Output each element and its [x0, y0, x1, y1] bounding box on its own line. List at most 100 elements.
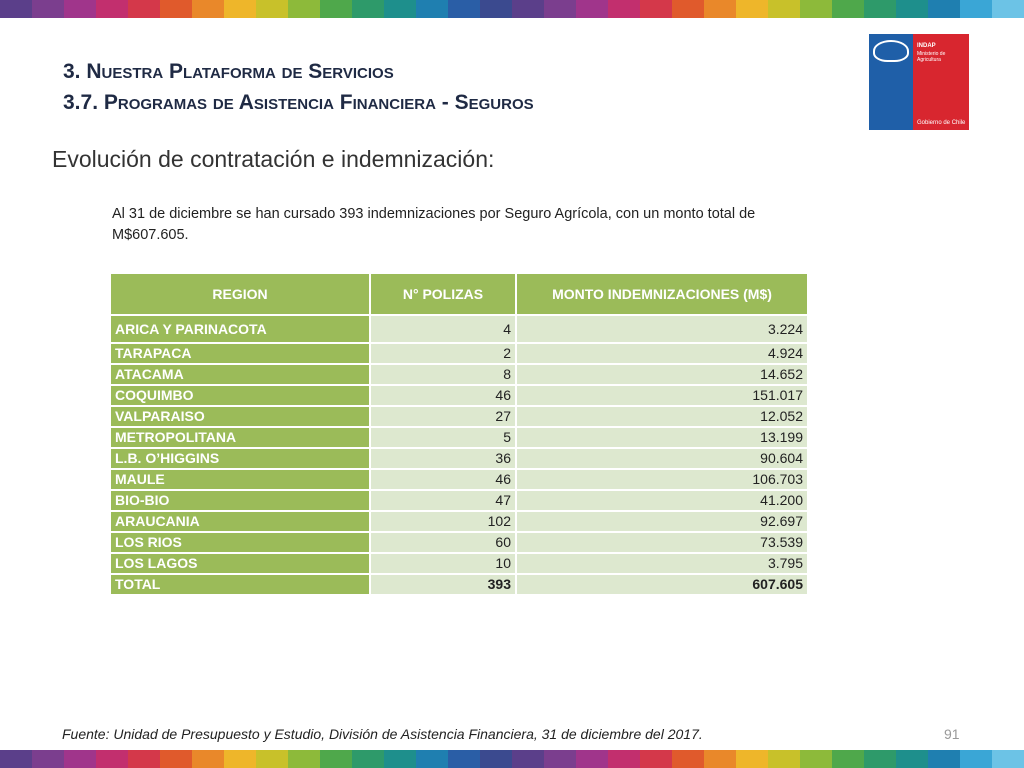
stripe-segment	[576, 750, 608, 768]
stripe-segment	[160, 0, 192, 18]
stripe-segment	[704, 0, 736, 18]
table-row: VALPARAISO 27 12.052	[109, 405, 809, 428]
stripe-segment	[672, 0, 704, 18]
region-cell: TOTAL	[109, 573, 371, 596]
source-note: Fuente: Unidad de Presupuesto y Estudio,…	[62, 726, 703, 742]
region-cell: ATACAMA	[109, 363, 371, 386]
polizas-cell: 46	[369, 468, 517, 491]
logo-blue-panel	[869, 34, 913, 130]
monto-cell: 3.795	[515, 552, 809, 575]
monto-cell: 151.017	[515, 384, 809, 407]
stripe-segment	[320, 0, 352, 18]
stripe-segment	[800, 0, 832, 18]
region-cell: METROPOLITANA	[109, 426, 371, 449]
logo-org-name: INDAP	[917, 43, 936, 49]
bottom-color-stripe	[0, 750, 1024, 768]
polizas-cell: 36	[369, 447, 517, 470]
stripe-segment	[960, 0, 992, 18]
stripe-segment	[896, 750, 928, 768]
intro-text: Al 31 de diciembre se han cursado 393 in…	[112, 206, 756, 243]
stripe-segment	[416, 750, 448, 768]
monto-cell: 3.224	[515, 314, 809, 344]
stripe-segment	[736, 0, 768, 18]
stripe-segment	[288, 750, 320, 768]
stripe-segment	[192, 750, 224, 768]
stripe-segment	[224, 750, 256, 768]
stripe-segment	[608, 0, 640, 18]
stripe-segment	[832, 750, 864, 768]
polizas-cell: 46	[369, 384, 517, 407]
page-number: 91	[944, 726, 960, 742]
region-cell: LOS LAGOS	[109, 552, 371, 575]
table-row: LOS LAGOS 10 3.795	[109, 552, 809, 575]
monto-cell: 73.539	[515, 531, 809, 554]
indap-logo: INDAP Ministerio de Agricultura Gobierno…	[869, 34, 969, 130]
table-body: ARICA Y PARINACOTA 4 3.224 TARAPACA 2 4.924 AT…	[109, 314, 809, 596]
stripe-segment	[32, 750, 64, 768]
stripe-segment	[32, 0, 64, 18]
stripe-segment	[384, 750, 416, 768]
coat-of-arms-icon	[873, 40, 909, 62]
region-cell: VALPARAISO	[109, 405, 371, 428]
stripe-segment	[480, 0, 512, 18]
polizas-cell: 60	[369, 531, 517, 554]
stripe-segment	[352, 750, 384, 768]
stripe-segment	[672, 750, 704, 768]
stripe-segment	[768, 750, 800, 768]
stripe-segment	[448, 0, 480, 18]
polizas-cell: 27	[369, 405, 517, 428]
top-color-stripe	[0, 0, 1024, 18]
stripe-segment	[768, 0, 800, 18]
stripe-segment	[928, 750, 960, 768]
stripe-segment	[128, 0, 160, 18]
region-cell: LOS RIOS	[109, 531, 371, 554]
table-row: ARAUCANIA 102 92.697	[109, 510, 809, 533]
stripe-segment	[64, 750, 96, 768]
stripe-segment	[480, 750, 512, 768]
table-row: LOS RIOS 60 73.539	[109, 531, 809, 554]
slide-title: 3. Nuestra Plataforma de Servicios 3.7. …	[63, 56, 534, 118]
polizas-cell: 102	[369, 510, 517, 533]
stripe-segment	[192, 0, 224, 18]
table-row: L.B. O’HIGGINS 36 90.604	[109, 447, 809, 470]
monto-cell: 14.652	[515, 363, 809, 386]
region-cell: MAULE	[109, 468, 371, 491]
stripe-segment	[224, 0, 256, 18]
stripe-segment	[640, 750, 672, 768]
indemnity-table: REGION N° POLIZAS MONTO INDEMNIZACIONES …	[109, 272, 809, 596]
stripe-segment	[960, 750, 992, 768]
stripe-segment	[320, 750, 352, 768]
table-row: MAULE 46 106.703	[109, 468, 809, 491]
table-row: COQUIMBO 46 151.017	[109, 384, 809, 407]
stripe-segment	[256, 0, 288, 18]
stripe-segment	[544, 750, 576, 768]
stripe-segment	[0, 0, 32, 18]
polizas-cell: 393	[369, 573, 517, 596]
stripe-segment	[96, 0, 128, 18]
stripe-segment	[864, 0, 896, 18]
stripe-segment	[800, 750, 832, 768]
table-row: METROPOLITANA 5 13.199	[109, 426, 809, 449]
monto-cell: 607.605	[515, 573, 809, 596]
stripe-segment	[736, 750, 768, 768]
table-row: TARAPACA 2 4.924	[109, 342, 809, 365]
monto-cell: 4.924	[515, 342, 809, 365]
stripe-segment	[608, 750, 640, 768]
stripe-segment	[384, 0, 416, 18]
stripe-segment	[896, 0, 928, 18]
header-region: REGION	[109, 272, 371, 316]
title-line-1: 3. Nuestra Plataforma de Servicios	[63, 60, 394, 83]
region-cell: ARAUCANIA	[109, 510, 371, 533]
stripe-segment	[864, 750, 896, 768]
stripe-segment	[576, 0, 608, 18]
header-monto: MONTO INDEMNIZACIONES (M$)	[515, 272, 809, 316]
region-cell: COQUIMBO	[109, 384, 371, 407]
polizas-cell: 4	[369, 314, 517, 344]
polizas-cell: 8	[369, 363, 517, 386]
stripe-segment	[448, 750, 480, 768]
stripe-segment	[992, 750, 1024, 768]
stripe-segment	[992, 0, 1024, 18]
monto-cell: 13.199	[515, 426, 809, 449]
stripe-segment	[640, 0, 672, 18]
table-row: BIO-BIO 47 41.200	[109, 489, 809, 512]
